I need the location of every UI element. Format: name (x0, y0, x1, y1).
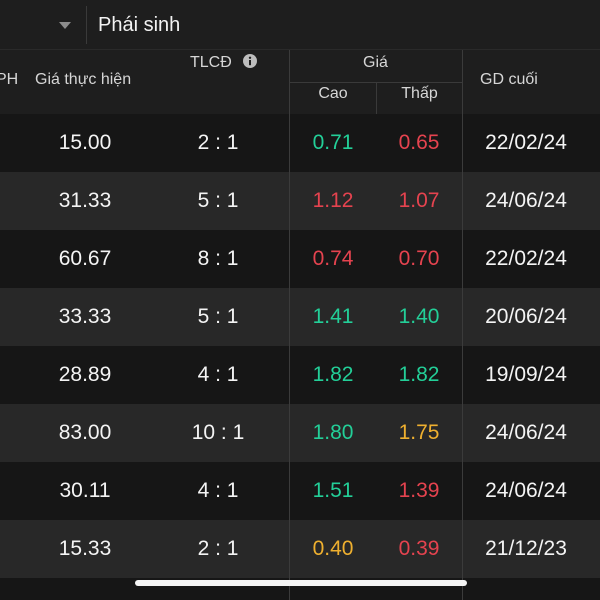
high-price-cell: 0.40 (312, 537, 354, 560)
low-price-cell: 0.65 (398, 131, 440, 154)
conversion-ratio-cell: 5 : 1 (197, 189, 239, 212)
table-row[interactable]: 60.67 8 : 1 0.74 0.70 22/02/24 (0, 230, 600, 288)
low-price-cell: 1.39 (398, 479, 440, 502)
high-price-cell: 1.82 (312, 363, 354, 386)
high-price-cell: 0.74 (312, 247, 354, 270)
table-body: 15.00 2 : 1 0.71 0.65 22/02/24 31.33 5 :… (0, 114, 600, 600)
table-row[interactable]: 83.00 10 : 1 1.80 1.75 24/06/24 (0, 404, 600, 462)
high-price-cell: 1.41 (312, 305, 354, 328)
strike-price-cell: 15.00 (58, 131, 112, 154)
strike-price-cell: 15.33 (58, 537, 112, 560)
low-price-cell: 1.82 (398, 363, 440, 386)
last-trading-date-cell: 24/06/24 (485, 189, 567, 212)
column-divider (289, 50, 290, 600)
table-row[interactable]: 33.33 5 : 1 1.41 1.40 20/06/24 (0, 288, 600, 346)
market-dropdown[interactable] (0, 0, 86, 49)
col-header-truncated: PH (0, 71, 19, 88)
subheader-divider (376, 82, 377, 114)
low-price-cell: 0.39 (398, 537, 440, 560)
strike-price-cell: 83.00 (58, 421, 112, 444)
table-header: PH Giá thực hiện TLCĐ Giá Cao Thấp GD cu… (0, 50, 600, 114)
home-indicator[interactable] (135, 580, 467, 586)
conversion-ratio-cell: 8 : 1 (197, 247, 239, 270)
col-header-last-trading-date: GD cuối (480, 71, 538, 88)
group-header-divider (289, 82, 462, 83)
conversion-ratio-cell: 2 : 1 (197, 537, 239, 560)
low-price-cell: 1.40 (398, 305, 440, 328)
strike-price-cell: 30.11 (59, 479, 111, 502)
conversion-ratio-cell: 4 : 1 (197, 479, 239, 502)
high-price-cell: 1.80 (312, 421, 354, 444)
table-row[interactable]: 31.33 5 : 1 1.12 1.07 24/06/24 (0, 172, 600, 230)
chevron-down-icon[interactable] (59, 22, 71, 30)
derivatives-tab[interactable]: Phái sinh (98, 14, 181, 36)
conversion-ratio-cell: 10 : 1 (191, 421, 245, 444)
info-icon[interactable] (243, 54, 257, 68)
strike-price-cell: 28.89 (58, 363, 112, 386)
last-trading-date-cell: 22/02/24 (485, 131, 567, 154)
last-trading-date-cell: 21/12/23 (485, 537, 567, 560)
conversion-ratio-cell: 5 : 1 (197, 305, 239, 328)
col-header-conversion-ratio: TLCĐ (190, 54, 232, 71)
high-price-cell: 0.71 (312, 131, 354, 154)
col-header-strike-price: Giá thực hiện (35, 71, 132, 88)
strike-price-cell: 31.33 (58, 189, 112, 212)
high-price-cell: 1.12 (312, 189, 354, 212)
low-price-cell: 0.70 (398, 247, 440, 270)
table-row[interactable]: 28.89 4 : 1 1.82 1.82 19/09/24 (0, 346, 600, 404)
last-trading-date-cell: 20/06/24 (485, 305, 567, 328)
table-row[interactable]: 15.33 2 : 1 0.40 0.39 21/12/23 (0, 520, 600, 578)
column-divider (462, 50, 463, 600)
last-trading-date-cell: 19/09/24 (485, 363, 567, 386)
strike-price-cell: 60.67 (58, 247, 112, 270)
high-price-cell: 1.51 (312, 479, 354, 502)
low-price-cell: 1.07 (398, 189, 440, 212)
conversion-ratio-cell: 4 : 1 (197, 363, 239, 386)
last-trading-date-cell: 24/06/24 (485, 479, 567, 502)
conversion-ratio-cell: 2 : 1 (197, 131, 239, 154)
table-row[interactable]: 30.11 4 : 1 1.51 1.39 24/06/24 (0, 462, 600, 520)
col-header-high: Cao (318, 85, 348, 102)
topbar-divider (86, 6, 87, 44)
table-row[interactable]: 15.00 2 : 1 0.71 0.65 22/02/24 (0, 114, 600, 172)
low-price-cell: 1.75 (398, 421, 440, 444)
strike-price-cell: 33.33 (58, 305, 112, 328)
last-trading-date-cell: 22/02/24 (485, 247, 567, 270)
top-bar: Phái sinh (0, 0, 600, 50)
col-header-low: Thấp (401, 85, 438, 102)
col-group-header-price: Giá (363, 54, 388, 71)
last-trading-date-cell: 24/06/24 (485, 421, 567, 444)
